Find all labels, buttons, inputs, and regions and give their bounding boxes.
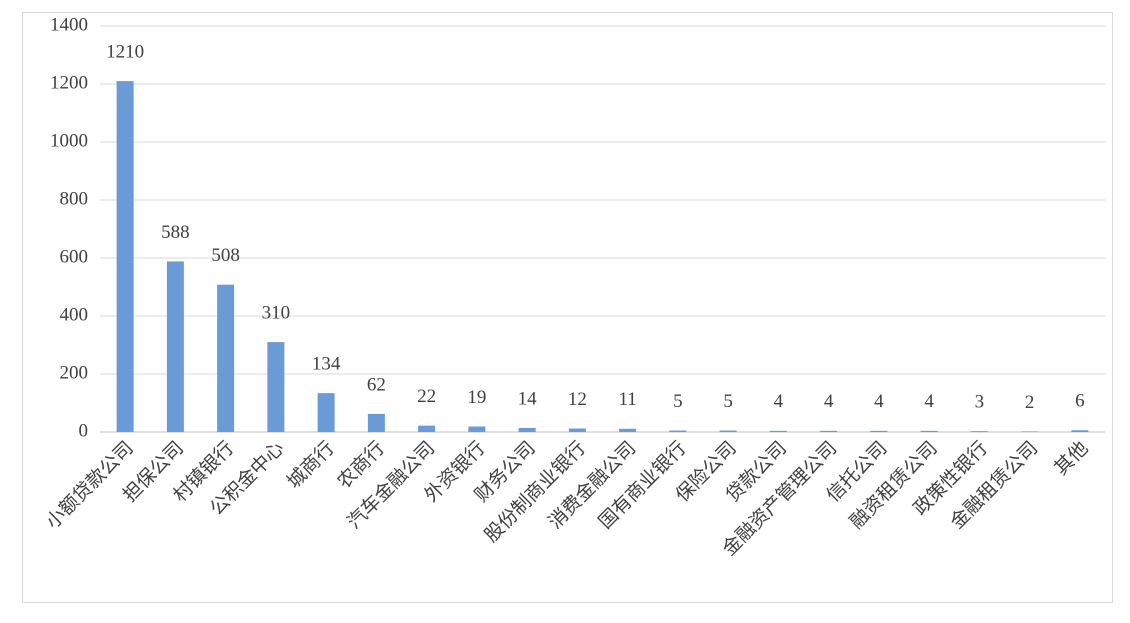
x-tick-label: 国有商业银行: [594, 437, 690, 533]
value-label: 4: [824, 391, 834, 412]
value-label: 588: [161, 222, 190, 243]
bar: [418, 425, 436, 432]
y-tick-label: 0: [79, 420, 89, 441]
bar: [719, 430, 737, 432]
bar: [367, 414, 385, 432]
value-label: 14: [518, 388, 538, 409]
bar: [116, 81, 134, 432]
chart-frame: [22, 12, 1113, 603]
bar: [920, 430, 938, 432]
value-label: 5: [723, 391, 733, 412]
value-label: 62: [367, 374, 386, 395]
x-tick-label: 汽车金融公司: [343, 437, 439, 533]
value-label: 12: [568, 389, 587, 410]
x-tick-label: 融资租赁公司: [846, 437, 942, 533]
value-label: 1210: [106, 41, 144, 62]
value-label: 22: [417, 386, 436, 407]
bar: [317, 393, 335, 432]
y-tick-label: 400: [60, 304, 89, 325]
value-label: 3: [975, 391, 985, 412]
x-tick-label: 其他: [1050, 437, 1092, 479]
value-label: 310: [262, 302, 291, 323]
bar: [217, 284, 235, 432]
bar: [166, 261, 184, 432]
bar: [970, 431, 988, 432]
bar: [669, 430, 687, 432]
x-tick-label: 消费金融公司: [544, 437, 640, 533]
y-tick-label: 600: [60, 246, 89, 267]
bar: [769, 430, 787, 432]
value-label: 508: [211, 245, 240, 266]
bar: [870, 430, 888, 432]
x-tick-label: 金融租赁公司: [946, 437, 1042, 533]
bar: [1021, 431, 1039, 432]
bar: [820, 430, 838, 432]
value-label: 5: [673, 391, 683, 412]
value-label: 2: [1025, 392, 1035, 413]
bar: [1071, 430, 1089, 432]
y-tick-label: 200: [60, 362, 89, 383]
y-tick-label: 1000: [50, 130, 88, 151]
value-label: 6: [1075, 391, 1085, 412]
y-tick-label: 1200: [50, 72, 88, 93]
y-tick-label: 800: [60, 188, 89, 209]
value-label: 4: [874, 391, 884, 412]
x-tick-label: 小额贷款公司: [42, 437, 138, 533]
value-label: 11: [618, 389, 636, 410]
value-label: 134: [312, 353, 341, 374]
bar: [619, 428, 637, 432]
x-tick-label: 城商行: [283, 437, 339, 493]
value-label: 4: [774, 391, 784, 412]
value-label: 4: [924, 391, 934, 412]
bar: [468, 426, 486, 432]
y-tick-label: 1400: [50, 14, 88, 35]
bar: [568, 428, 586, 432]
bar: [267, 342, 285, 432]
bar: [518, 427, 536, 432]
value-label: 19: [467, 387, 486, 408]
